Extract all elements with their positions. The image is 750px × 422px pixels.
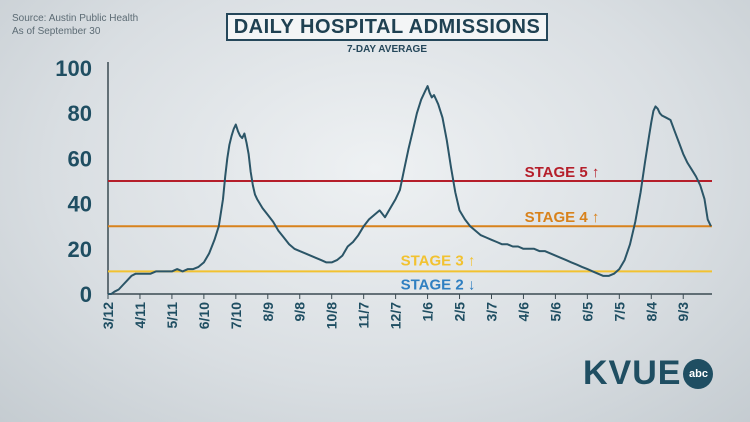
- logo-text: KVUE: [583, 354, 682, 392]
- y-tick-label: 60: [68, 146, 92, 171]
- as-of-line: As of September 30: [12, 26, 101, 37]
- chart-subtitle: 7-DAY AVERAGE: [346, 44, 428, 55]
- stage-label: STAGE 2 ↓: [401, 276, 476, 293]
- x-tick-label: 8/4: [643, 302, 659, 322]
- x-tick-label: 4/6: [515, 302, 531, 322]
- source-note: Source: Austin Public Health As of Septe…: [12, 12, 138, 38]
- x-tick-label: 3/12: [100, 302, 116, 329]
- x-tick-label: 9/8: [292, 302, 308, 322]
- stage-label: STAGE 3 ↑: [401, 252, 476, 269]
- y-tick-label: 40: [68, 192, 92, 217]
- chart-title: DAILY HOSPITAL ADMISSIONS: [233, 15, 541, 38]
- y-tick-label: 0: [80, 282, 92, 307]
- x-tick-label: 3/7: [483, 302, 499, 322]
- x-tick-label: 7/10: [228, 302, 244, 329]
- stage-label: STAGE 4 ↑: [525, 209, 600, 226]
- y-tick-label: 20: [68, 237, 92, 262]
- kvue-logo: KVUE abc: [583, 354, 714, 393]
- x-tick-label: 4/11: [132, 302, 148, 329]
- x-tick-label: 1/6: [420, 302, 436, 322]
- admissions-series-line: [108, 85, 712, 295]
- y-tick-label: 100: [55, 56, 92, 81]
- x-tick-label: 8/9: [260, 302, 276, 322]
- x-tick-label: 6/10: [196, 302, 212, 329]
- x-tick-label: 7/5: [611, 302, 627, 322]
- x-tick-label: 5/11: [164, 302, 180, 329]
- abc-badge: abc: [683, 358, 714, 389]
- title-box: DAILY HOSPITAL ADMISSIONS: [226, 13, 548, 41]
- x-tick-label: 11/7: [356, 302, 372, 329]
- x-tick-label: 10/8: [324, 302, 340, 329]
- y-tick-label: 80: [68, 101, 92, 126]
- x-tick-label: 12/7: [388, 302, 404, 329]
- x-tick-label: 2/5: [452, 302, 468, 322]
- x-tick-label: 9/3: [675, 302, 691, 322]
- source-line: Source: Austin Public Health: [12, 13, 139, 24]
- stage-label: STAGE 5 ↑: [525, 164, 600, 181]
- x-tick-label: 5/6: [547, 302, 563, 322]
- x-tick-label: 6/5: [579, 302, 595, 322]
